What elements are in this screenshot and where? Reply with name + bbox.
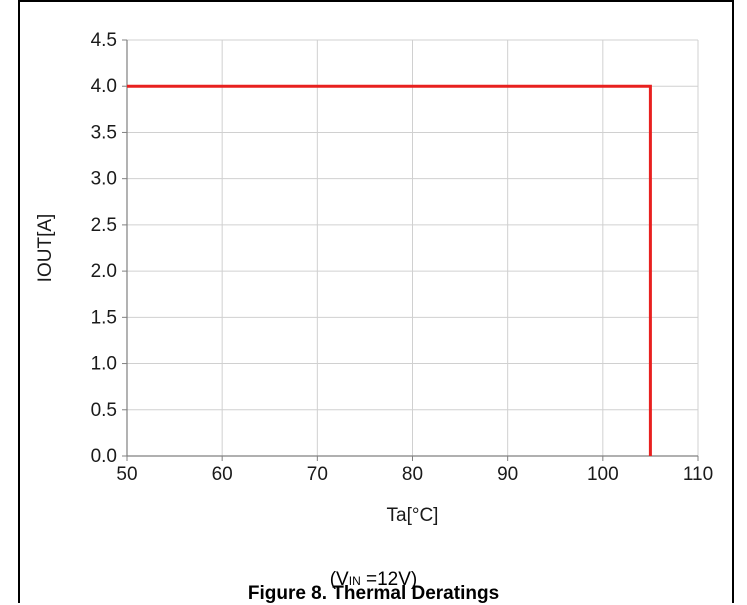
x-tick-label: 100 xyxy=(587,464,619,485)
y-tick-label: 1.5 xyxy=(91,307,117,328)
x-axis-label: Ta[°C] xyxy=(387,505,439,526)
x-tick-label: 70 xyxy=(307,464,328,485)
x-tick-label: 60 xyxy=(212,464,233,485)
figure-title: Figure 8. Thermal Deratings xyxy=(247,583,500,604)
y-tick-label: 4.5 xyxy=(91,30,117,51)
x-tick-label: 110 xyxy=(683,464,713,485)
figure-frame xyxy=(18,0,734,603)
y-tick-label: 2.5 xyxy=(91,215,117,236)
derating-curve xyxy=(127,84,652,456)
thermal-derating-chart: 50 60 70 80 90 100 110 0.0 0.5 1.0 1.5 2.0 2.5 3.0 3.5… xyxy=(35,30,713,526)
x-tick-label: 80 xyxy=(402,464,423,485)
y-axis-label: IOUT[A] xyxy=(35,214,56,283)
y-tick-label: 3.5 xyxy=(91,122,117,143)
y-tick-label: 0.0 xyxy=(91,446,117,467)
y-tick-label: 0.5 xyxy=(91,400,117,421)
y-tick-label: 1.0 xyxy=(91,354,117,375)
x-tick-label: 50 xyxy=(116,464,137,485)
chart-condition: (VIN =12V) xyxy=(329,569,418,590)
x-tick-label: 90 xyxy=(497,464,518,485)
y-tick-label: 2.0 xyxy=(91,261,117,282)
y-tick-label: 4.0 xyxy=(91,76,117,97)
y-tick-label: 3.0 xyxy=(91,169,117,190)
